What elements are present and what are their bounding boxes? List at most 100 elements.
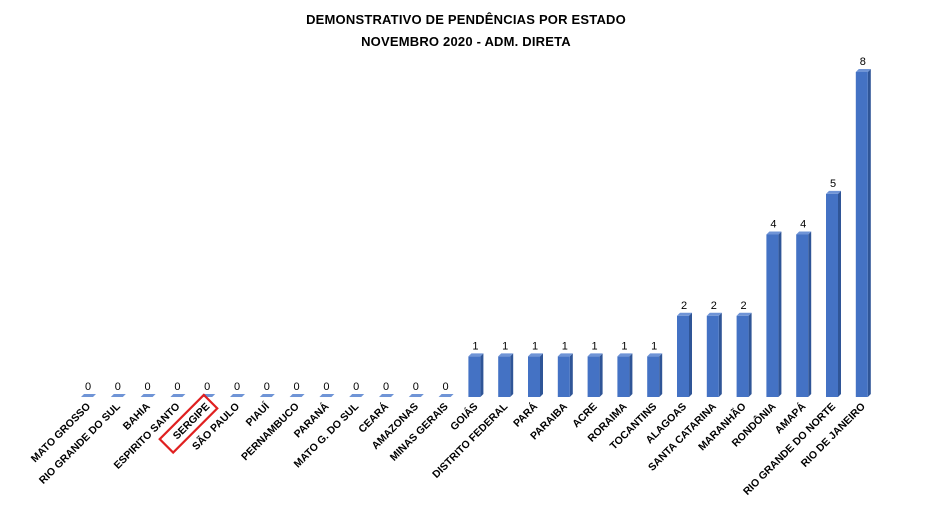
bar-top	[826, 190, 841, 194]
highlight-box	[158, 393, 219, 455]
bar-para	[528, 353, 543, 397]
bar-front	[468, 356, 481, 397]
data-label-sergipe: 0	[204, 381, 210, 393]
data-label-piaui: 0	[264, 381, 270, 393]
data-label-goias: 1	[472, 340, 478, 352]
bar-top	[855, 69, 871, 72]
data-label-alagoas: 2	[681, 300, 687, 312]
bar-amapa	[796, 231, 812, 397]
bar-goias	[468, 353, 484, 397]
bar-rondonia	[766, 231, 782, 397]
bar-maranhao	[736, 312, 752, 397]
data-label-amazonas: 0	[413, 381, 419, 393]
bar-top	[498, 353, 514, 357]
bar-side	[510, 353, 514, 397]
bar-santa-catarina	[706, 312, 722, 397]
bar-side	[748, 312, 752, 397]
data-label-rio-grande-do-sul: 0	[115, 381, 121, 393]
data-label-rondonia: 4	[770, 219, 776, 231]
bar-top	[170, 394, 186, 397]
data-label-paraiba: 1	[562, 340, 568, 352]
bar-top	[81, 394, 96, 397]
chart-title: DEMONSTRATIVO DE PENDÊNCIAS POR ESTADO	[306, 12, 626, 27]
bar-pernambuco	[289, 394, 305, 398]
bar-front	[528, 356, 540, 397]
bar-top	[408, 394, 424, 397]
bar-amazonas	[408, 394, 424, 398]
bar-top	[379, 394, 394, 397]
data-label-santa-catarina: 2	[711, 300, 717, 312]
bar-paraiba	[557, 353, 573, 397]
bar-top	[766, 231, 782, 235]
bar-side	[569, 353, 573, 397]
data-label-rio-grande-do-norte: 5	[830, 178, 836, 190]
bar-parana	[319, 394, 335, 398]
bar-side	[838, 190, 841, 397]
bar-front	[855, 72, 868, 397]
data-label-parana: 0	[323, 381, 329, 393]
bar-top	[289, 394, 305, 397]
bar-front	[766, 234, 779, 397]
bar-top	[528, 353, 543, 357]
data-label-amapa: 4	[800, 219, 806, 231]
bar-front	[677, 315, 689, 397]
bar-top	[706, 312, 722, 316]
bar-top	[438, 394, 454, 397]
bar-top	[587, 353, 603, 357]
bar-alagoas	[677, 312, 692, 397]
data-label-para: 1	[532, 340, 538, 352]
bar-side	[808, 231, 812, 397]
bar-front	[498, 356, 511, 397]
bar-front	[736, 315, 749, 397]
bar-side	[629, 353, 633, 397]
data-label-maranhao: 2	[741, 300, 747, 312]
bar-side	[599, 353, 603, 397]
bar-espirito-santo	[170, 394, 186, 398]
data-label-sao-paulo: 0	[234, 381, 240, 393]
bar-rio-de-janeiro	[855, 69, 871, 397]
data-label-espirito-santo: 0	[174, 381, 180, 393]
data-label-distrito-federal: 1	[502, 340, 508, 352]
data-label-rio-de-janeiro: 8	[860, 56, 866, 68]
bar-side	[540, 353, 543, 397]
bar-rio-grande-do-sul	[110, 394, 126, 398]
bar-distrito-federal	[498, 353, 514, 397]
bar-side	[480, 353, 484, 397]
bar-ceara	[379, 394, 394, 398]
data-label-acre: 1	[592, 340, 598, 352]
data-label-mato-grosso: 0	[85, 381, 91, 393]
data-label-bahia: 0	[145, 381, 151, 393]
bar-rio-grande-do-norte	[826, 190, 841, 397]
bar-mato-g-do-sul	[349, 394, 365, 398]
bar-sao-paulo	[230, 394, 245, 398]
bar-front	[706, 315, 719, 397]
bar-top	[319, 394, 335, 397]
bar-top	[736, 312, 752, 316]
bar-side	[718, 312, 722, 397]
data-label-mato-g-do-sul: 0	[353, 381, 359, 393]
bar-mato-grosso	[81, 394, 96, 398]
data-label-tocantins: 1	[651, 340, 657, 352]
bar-bahia	[140, 394, 156, 398]
bar-top	[617, 353, 633, 357]
bar-side	[778, 231, 782, 397]
bar-top	[796, 231, 812, 235]
bar-acre	[587, 353, 603, 397]
data-label-minas-gerais: 0	[443, 381, 449, 393]
bar-top	[677, 312, 692, 316]
bar-piaui	[259, 394, 275, 398]
chart-subtitle: NOVEMBRO 2020 - ADM. DIRETA	[361, 34, 571, 49]
bar-top	[230, 394, 245, 397]
data-label-pernambuco: 0	[294, 381, 300, 393]
bar-tocantins	[647, 353, 663, 397]
data-label-roraima: 1	[621, 340, 627, 352]
bar-top	[140, 394, 156, 397]
bar-top	[647, 353, 663, 357]
bar-top	[468, 353, 484, 357]
bar-front	[587, 356, 600, 397]
bar-front	[557, 356, 570, 397]
bar-minas-gerais	[438, 394, 454, 398]
bar-top	[557, 353, 573, 357]
bar-top	[349, 394, 365, 397]
